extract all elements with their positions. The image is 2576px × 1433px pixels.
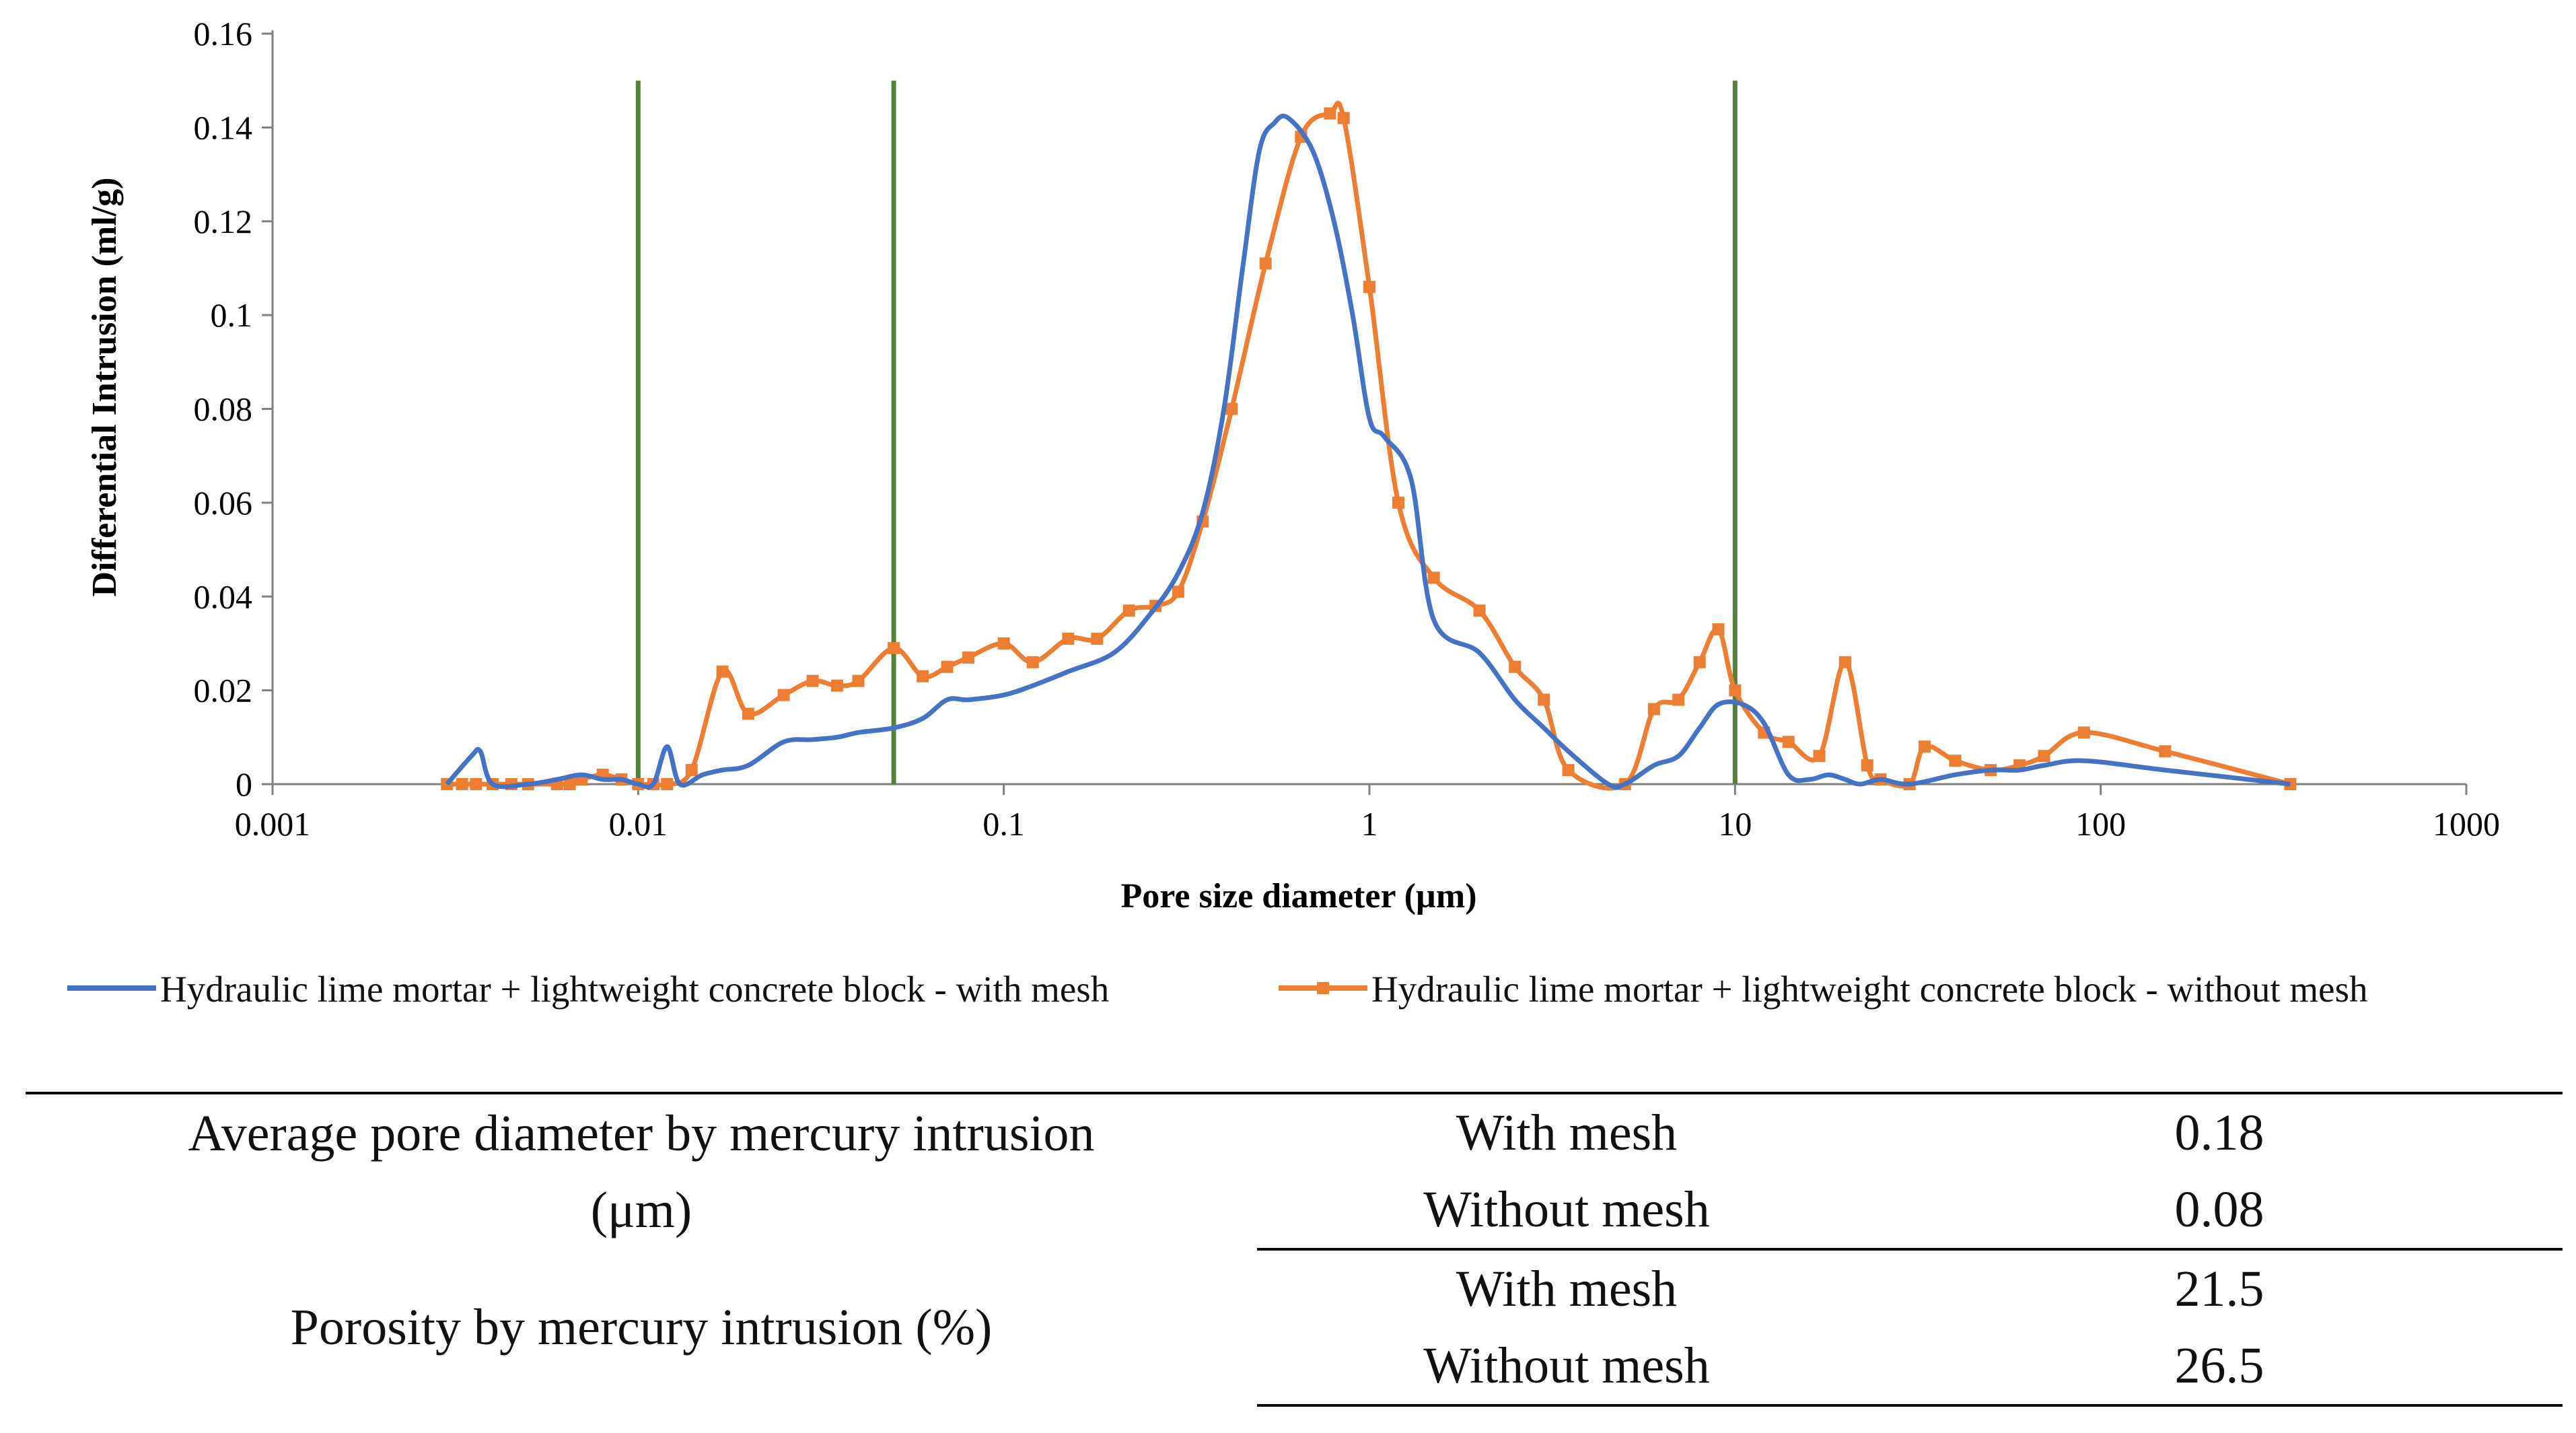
data-point-without-mesh	[806, 674, 819, 687]
x-tick-label: 1	[1361, 805, 1378, 843]
data-point-without-mesh	[1062, 632, 1075, 645]
data-point-without-mesh	[1337, 112, 1350, 125]
data-point-without-mesh	[1172, 586, 1184, 598]
x-tick-label: 1000	[2433, 805, 2500, 843]
legend-label-without-mesh: Hydraulic lime mortar + lightweight conc…	[1371, 969, 2368, 1010]
data-point-without-mesh	[1324, 107, 1336, 120]
data-point-without-mesh	[470, 778, 482, 790]
data-point-without-mesh	[962, 651, 975, 664]
data-point-without-mesh	[716, 665, 729, 678]
y-tick-label: 0.08	[194, 390, 253, 428]
condition-cell: Without mesh	[1257, 1171, 1876, 1251]
data-point-without-mesh	[2159, 745, 2172, 758]
data-point-without-mesh	[1647, 703, 1660, 715]
y-tick-label: 0.06	[194, 484, 253, 522]
y-tick-label: 0.02	[194, 672, 253, 709]
x-axis-label: Pore size diameter (µm)	[1120, 877, 1476, 915]
data-point-without-mesh	[1782, 736, 1795, 748]
x-tick-label: 0.01	[609, 805, 668, 843]
data-point-without-mesh	[1392, 496, 1405, 509]
data-point-without-mesh	[1813, 750, 1826, 763]
x-tick-label: 0.1	[982, 805, 1025, 843]
results-table: Average pore diameter by mercury intrusi…	[26, 1092, 2563, 1407]
data-point-without-mesh	[563, 778, 576, 790]
value-cell: 0.08	[1876, 1171, 2563, 1251]
data-point-without-mesh	[888, 641, 900, 654]
data-point-without-mesh	[2038, 750, 2050, 763]
condition-cell: With mesh	[1257, 1092, 1876, 1171]
series-line-with-mesh	[445, 113, 2291, 790]
y-tick-label: 0.14	[194, 108, 253, 146]
data-point-without-mesh	[456, 778, 468, 790]
data-point-without-mesh	[685, 764, 698, 777]
data-point-without-mesh	[852, 674, 865, 687]
pore-size-chart: Differential Intrusion (ml/g) Pore size …	[67, 15, 2500, 1010]
condition-cell: Without mesh	[1257, 1327, 1876, 1407]
data-point-without-mesh	[1861, 759, 1873, 772]
data-point-without-mesh	[1838, 656, 1851, 668]
y-tick-label: 0.12	[194, 203, 253, 240]
y-tick-label: 0	[236, 765, 252, 803]
data-point-without-mesh	[1473, 604, 1486, 617]
table-row: Average pore diameter by mercury intrusi…	[26, 1092, 2563, 1249]
legend-marker-without-mesh	[1317, 982, 1329, 994]
data-point-without-mesh	[1712, 623, 1725, 636]
value-cell: 26.5	[1876, 1327, 2563, 1407]
data-point-without-mesh	[1729, 684, 1742, 697]
data-point-without-mesh	[1919, 740, 1931, 753]
x-tick-label: 100	[2075, 805, 2126, 843]
data-point-without-mesh	[1427, 571, 1440, 584]
table-row: Without mesh 26.5	[26, 1327, 2563, 1407]
data-point-without-mesh	[997, 637, 1010, 650]
value-cell: 0.18	[1876, 1092, 2563, 1171]
data-point-without-mesh	[742, 707, 754, 720]
x-tick-label: 10	[1718, 805, 1752, 843]
data-point-without-mesh	[661, 778, 674, 790]
data-point-without-mesh	[1949, 755, 1962, 767]
x-tick-label: 0.001	[235, 805, 311, 843]
data-point-without-mesh	[1225, 403, 1238, 415]
data-point-without-mesh	[917, 670, 929, 683]
data-point-without-mesh	[1259, 257, 1272, 270]
value-cell: 21.5	[2174, 1261, 2264, 1317]
condition-cell: With mesh	[1456, 1261, 1678, 1317]
y-tick-label: 0.1	[211, 296, 253, 334]
data-point-without-mesh	[1122, 604, 1135, 617]
y-tick-label: 0.16	[194, 15, 253, 53]
table-row: Porosity by mercury intrusion (%) With m…	[26, 1249, 2563, 1353]
series-line-without-mesh	[447, 100, 2291, 791]
table-row: Without mesh 0.08	[26, 1171, 2563, 1251]
legend-label-with-mesh: Hydraulic lime mortar + lightweight conc…	[160, 969, 1109, 1010]
data-point-without-mesh	[1026, 656, 1039, 668]
data-point-without-mesh	[1538, 693, 1550, 706]
data-point-without-mesh	[1693, 656, 1706, 668]
data-point-without-mesh	[2077, 726, 2090, 739]
data-point-without-mesh	[1363, 281, 1375, 293]
y-tick-label: 0.04	[194, 578, 253, 615]
data-point-without-mesh	[1091, 632, 1104, 645]
y-axis-label: Differential Intrusion (ml/g)	[85, 178, 124, 597]
data-point-without-mesh	[1562, 764, 1575, 777]
data-point-without-mesh	[1509, 660, 1522, 673]
data-point-without-mesh	[830, 679, 843, 692]
data-point-without-mesh	[777, 689, 790, 701]
row-label-porosity: Porosity by mercury intrusion (%)	[290, 1299, 993, 1356]
row-label-avg-pore-diameter: Average pore diameter by mercury intrusi…	[26, 1092, 1257, 1249]
data-point-without-mesh	[941, 660, 954, 673]
data-point-without-mesh	[1672, 693, 1685, 706]
